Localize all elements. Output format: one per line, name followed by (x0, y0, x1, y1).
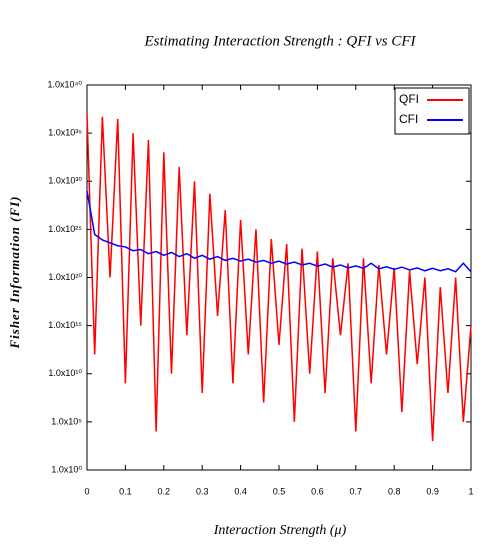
y-tick-label: 1.0x10¹⁰ (48, 368, 82, 378)
x-tick-label: 1 (468, 486, 473, 496)
x-axis-label: Interaction Strength (μ) (213, 523, 347, 538)
x-tick-label: 0.1 (119, 486, 132, 496)
y-tick-label: 1.0x10⁰ (51, 464, 82, 474)
y-axis-label: Fisher Information (FI) (7, 195, 22, 349)
plot-frame (86, 84, 472, 471)
y-tick-label: 1.0x10⁴⁰ (48, 79, 83, 89)
x-tick-label: 0.9 (426, 486, 439, 496)
y-tick-label: 1.0x10²⁵ (48, 224, 82, 234)
series-line (86, 113, 472, 442)
x-tick-label: 0 (84, 486, 89, 496)
chart-title: Estimating Interaction Strength : QFI vs… (143, 33, 416, 49)
y-tick-label: 1.0x10²⁰ (48, 272, 82, 282)
x-tick-label: 0.6 (311, 486, 324, 496)
x-tick-label: 0.4 (234, 486, 247, 496)
y-tick-label: 1.0x10¹⁵ (48, 320, 82, 330)
x-tick-label: 0.8 (388, 486, 401, 496)
legend-box (394, 87, 470, 135)
x-tick-label: 0.7 (350, 486, 363, 496)
y-tick-label: 1.0x10³⁰ (48, 176, 82, 186)
series-line (86, 190, 472, 273)
x-tick-label: 0.2 (158, 486, 171, 496)
legend-label: CFI (399, 112, 418, 126)
y-tick-label: 1.0x10³⁵ (48, 128, 82, 138)
y-tick-label: 1.0x10⁵ (51, 416, 82, 426)
x-tick-label: 0.5 (273, 486, 286, 496)
x-tick-label: 0.3 (196, 486, 209, 496)
legend-label: QFI (399, 92, 419, 106)
